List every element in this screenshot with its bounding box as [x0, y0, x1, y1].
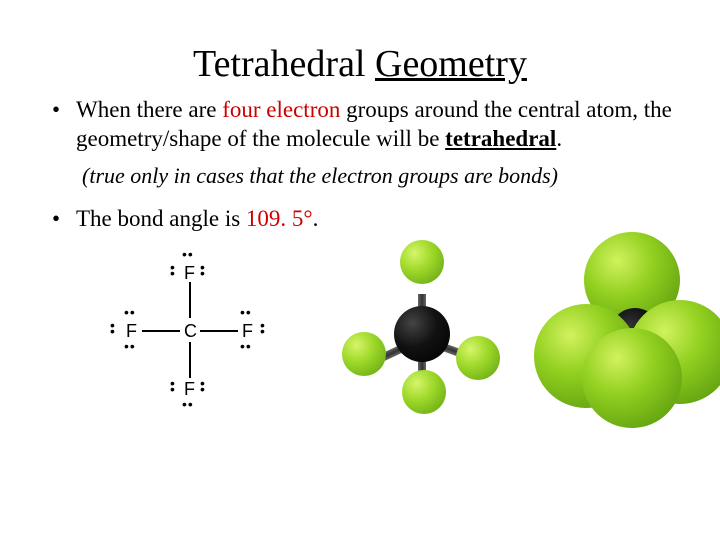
b1-bold: tetrahedral: [445, 126, 556, 151]
lewis-bond-right: [200, 330, 238, 332]
b1-p3: .: [556, 126, 562, 151]
space-filling-model: [532, 228, 720, 428]
lp: ••: [170, 264, 175, 276]
bas-outer-atom: [402, 370, 446, 414]
lewis-bond-top: [189, 282, 191, 318]
b2-red1: 109. 5°: [246, 206, 313, 231]
note-line: (true only in cases that the electron gr…: [82, 162, 684, 190]
bas-outer-atom: [400, 240, 444, 284]
lp: ••: [200, 264, 205, 276]
lp: ••: [182, 250, 194, 258]
lewis-bond-bottom: [189, 342, 191, 378]
slide-title: Tetrahedral Geometry: [0, 42, 720, 86]
bullet-1: When there are four electron groups arou…: [52, 96, 684, 154]
lp: ••: [110, 322, 115, 334]
lp: ••: [124, 308, 136, 316]
b1-p1: When there are: [76, 97, 222, 122]
ball-and-stick-model: [332, 236, 512, 426]
lp: ••: [124, 342, 136, 350]
b1-red1: four electron: [222, 97, 346, 122]
bas-outer-atom: [342, 332, 386, 376]
lewis-structure: C F F F F •• •• •• •• •• •• ••: [96, 242, 286, 422]
lewis-c: C: [184, 320, 197, 343]
lewis-bond-left: [142, 330, 180, 332]
lp: ••: [240, 308, 252, 316]
b2-p2: .: [313, 206, 319, 231]
figure-row: C F F F F •• •• •• •• •• •• ••: [52, 242, 684, 442]
slide: Tetrahedral Geometry When there are four…: [0, 42, 720, 540]
bullet-list: When there are four electron groups arou…: [52, 96, 684, 154]
bas-outer-atom: [456, 336, 500, 380]
lp: ••: [240, 342, 252, 350]
lp: ••: [170, 380, 175, 392]
sf-lobe: [582, 328, 682, 428]
slide-body: When there are four electron groups arou…: [0, 96, 720, 442]
bas-center-atom: [394, 306, 450, 362]
lp: ••: [260, 322, 265, 334]
title-text-under: Geometry: [375, 43, 527, 85]
title-text-pre: Tetrahedral: [193, 43, 375, 85]
lp: ••: [200, 380, 205, 392]
lp: ••: [182, 400, 194, 408]
b2-p1: The bond angle is: [76, 206, 246, 231]
